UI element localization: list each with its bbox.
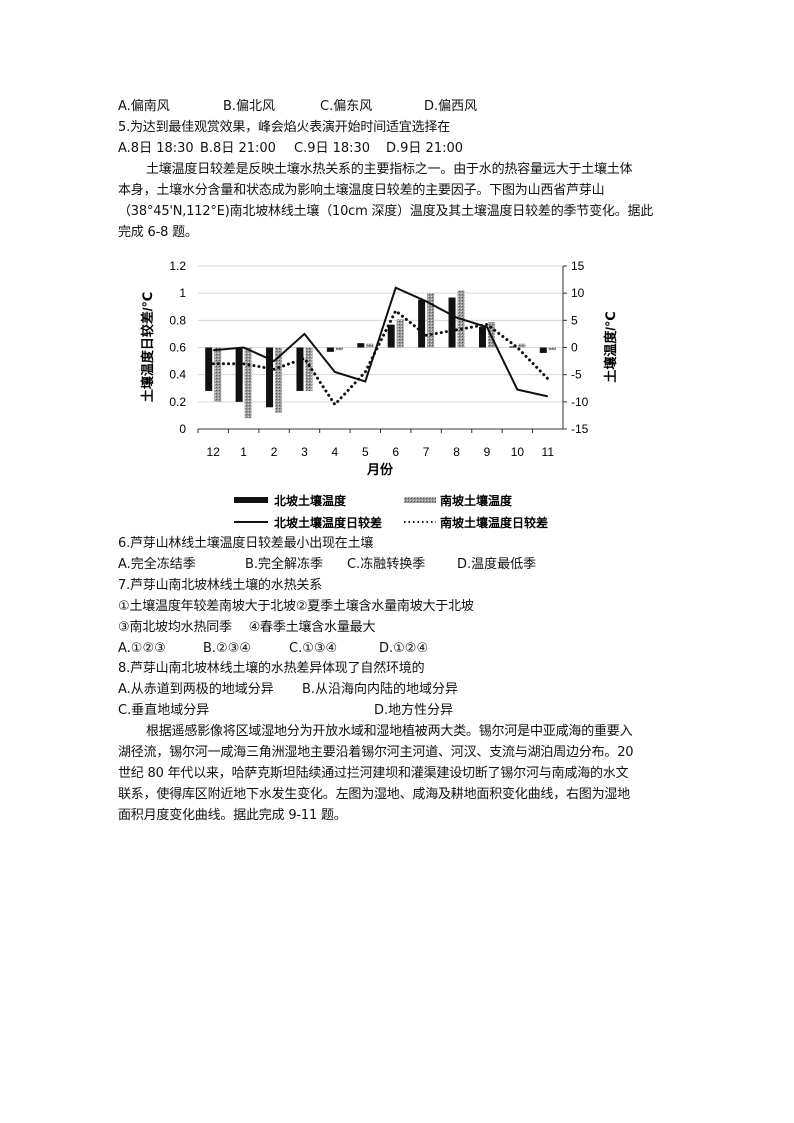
q6-stem: 6.芦芽山林线土壤温度日较差最小出现在土壤 (118, 536, 374, 551)
q5-option-b: B.8日 21:00 (200, 141, 276, 156)
north-temp-bar (357, 343, 365, 348)
legend-swatch-south-bar (404, 497, 436, 503)
south-temp-bar (335, 347, 343, 351)
x-tick-label: 12 (207, 445, 221, 459)
south-temp-bar (518, 343, 526, 348)
passage-line: 世纪 80 年代以来，哈萨克斯坦陆续通过拦河建坝和灌渠建设切断了锡尔河与南咸海的… (118, 766, 629, 781)
y-right-tick-label: 15 (571, 259, 585, 273)
passage-line: （38°45'N,112°E)南北坡林线土壤（10cm 深度）温度及其土壤温度日… (118, 204, 654, 219)
passage-line: 面积月度变化曲线。据此完成 9-11 题。 (118, 808, 347, 823)
option-c: C.偏东风 (320, 99, 373, 114)
y-left-tick-label: 0.8 (169, 313, 186, 327)
y-right-tick-label: 5 (571, 313, 578, 327)
x-tick-label: 10 (511, 445, 525, 459)
x-axis-title: 月份 (366, 462, 394, 477)
y-right-tick-label: -10 (571, 395, 589, 409)
q5-option-c: C.9日 18:30 (294, 141, 371, 156)
x-tick-label: 11 (542, 445, 555, 459)
y-axis-left-title: 土壤温度日较差/℃ (140, 292, 155, 402)
south-temp-bar (275, 347, 283, 413)
y-left-tick-label: 1 (179, 286, 186, 300)
legend-label: 北坡土壤温度 (274, 493, 347, 508)
passage-line: 湖径流，锡尔河一咸海三角洲湿地主要沿着锡尔河主河道、河汊、支流与湖泊周边分布。2… (118, 745, 634, 760)
q8-option-d: D.地方性分异 (374, 703, 454, 718)
legend-label: 北坡土壤温度日较差 (274, 515, 382, 530)
y-right-tick-label: -5 (571, 368, 582, 382)
q6-option-c: C.冻融转换季 (347, 557, 426, 572)
north-temp-bar (448, 297, 456, 348)
legend: 北坡土壤温度 南坡土壤温度 北坡土壤温度日较差 南坡土壤温度日较差 (234, 493, 548, 530)
north-temp-bar (539, 347, 547, 353)
y-right-tick-label: -15 (571, 422, 589, 436)
x-tick-label: 9 (484, 445, 491, 459)
y-left-tick-label: 0.2 (169, 395, 186, 409)
x-tick-label: 1 (240, 445, 247, 459)
legend-label: 南坡土壤温度 (440, 493, 513, 508)
q5-stem: 5.为达到最佳观赏效果，峰会焰火表演开始时间适宜选择在 (118, 120, 451, 135)
y-left-tick-label: 0 (179, 422, 186, 436)
x-tick-label: 4 (332, 445, 339, 459)
q8-option-c: C.垂直地域分异 (118, 703, 210, 718)
north-temp-bar (418, 299, 426, 348)
south-temp-bar (396, 319, 404, 348)
passage-line: 联系，使得库区附近地下水发生变化。左图为湿地、咸海及耕地面积变化曲线，右图为湿地 (118, 787, 631, 802)
q7-option-c: C.①③④ (289, 641, 338, 656)
y-right-tick-label: 10 (571, 286, 585, 300)
option-a: A.偏南风 (118, 99, 170, 114)
x-tick-label: 7 (423, 445, 430, 459)
south-diurnal-range-line (211, 308, 550, 407)
south-temp-bar (305, 347, 313, 391)
north-temp-bar (235, 347, 243, 402)
x-tick-label: 2 (271, 445, 278, 459)
y-axis-right-title: 土壤温度/℃ (603, 311, 618, 382)
q8-stem: 8.芦芽山南北坡林线土壤的水热差异体现了自然环境的 (118, 661, 425, 676)
y-left-tick-label: 0.6 (169, 341, 186, 355)
passage-line: 完成 6-8 题。 (118, 225, 198, 240)
q7-option-a: A.①②③ (118, 641, 166, 656)
q6-option-a: A.完全冻结季 (118, 557, 196, 572)
option-d: D.偏西风 (424, 99, 478, 114)
passage-line: 本身，土壤水分含量和状态成为影响土壤温度日较差的主要因子。下图为山西省芦芽山 (118, 183, 605, 198)
q7-statements-1: ①土壤温度年较差南坡大于北坡②夏季土壤含水量南坡大于北坡 (118, 599, 474, 614)
q7-stem: 7.芦芽山南北坡林线土壤的水热关系 (118, 578, 323, 593)
q6-option-d: D.温度最低季 (457, 557, 537, 572)
q6-option-b: B.完全解冻季 (245, 557, 324, 572)
north-temp-bar (478, 326, 486, 348)
south-temp-bar (366, 343, 374, 348)
north-temp-bar (205, 347, 213, 391)
q8-option-b: B.从沿海向内陆的地域分异 (302, 682, 459, 697)
passage-line: 土壤温度日较差是反映土壤水热关系的主要指标之一。由于水的热容量远大于土壤土体 (146, 162, 633, 177)
q7-option-d: D.①②④ (379, 641, 429, 656)
x-tick-label: 3 (301, 445, 308, 459)
north-temp-bar (387, 324, 395, 348)
north-temp-bar (266, 347, 274, 408)
legend-label: 南坡土壤温度日较差 (440, 515, 548, 530)
south-temp-bar (244, 347, 252, 419)
north-temp-bar (509, 346, 517, 348)
q7-option-b: B.②③④ (203, 641, 252, 656)
passage-line: 根据遥感影像将区域湿地分为开放水域和湿地植被两大类。锡尔河是中亚咸海的重要入 (146, 724, 633, 739)
y-left-tick-label: 0.4 (169, 368, 186, 382)
x-tick-label: 8 (453, 445, 460, 459)
north-temp-bar (296, 347, 304, 391)
q5-option-d: D.9日 21:00 (386, 141, 464, 156)
q8-option-a: A.从赤道到两极的地域分异 (118, 682, 274, 697)
y-right-tick-label: 0 (571, 341, 578, 355)
south-temp-bar (427, 293, 435, 348)
south-temp-bar (548, 347, 556, 351)
south-temp-bar (214, 347, 222, 402)
north-diurnal-range-line (213, 286, 549, 398)
north-temp-bar (326, 347, 334, 352)
legend-swatch-north-bar (234, 497, 268, 503)
q5-option-a: A.8日 18:30 (118, 141, 194, 156)
option-b: B.偏北风 (223, 99, 276, 114)
x-tick-label: 5 (362, 445, 369, 459)
x-tick-label: 6 (392, 445, 399, 459)
y-left-tick-label: 1.2 (169, 259, 186, 273)
q7-statements-2: ③南北坡均水热同季 ④春季土壤含水量最大 (118, 620, 376, 635)
